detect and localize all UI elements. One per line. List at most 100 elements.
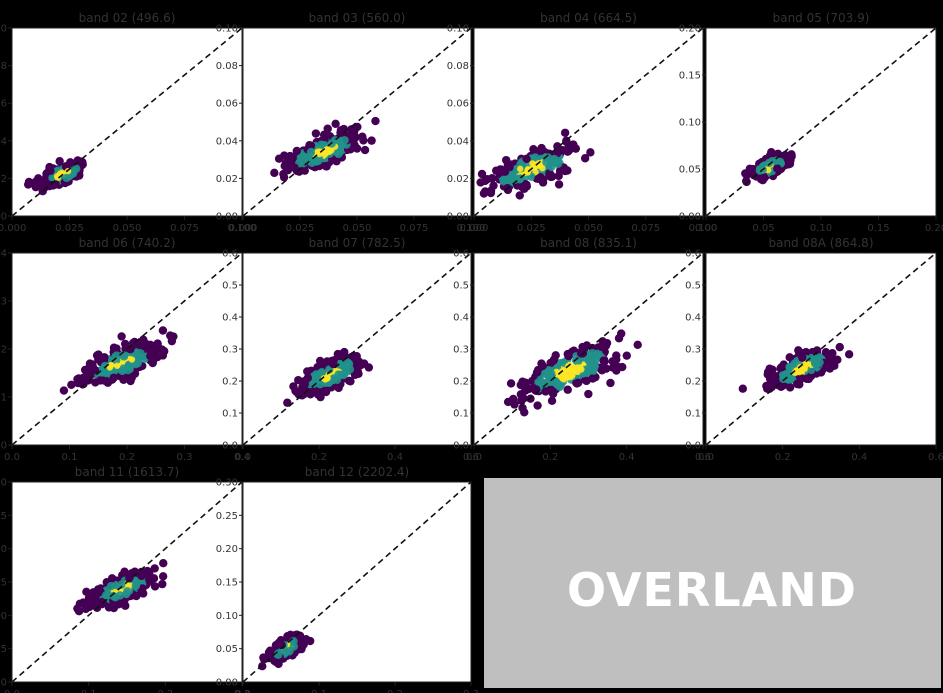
y-tick-label: 0.3	[453, 345, 469, 356]
scatter-point	[764, 158, 774, 168]
x-tick-label: 0.15	[867, 223, 889, 234]
x-tick-label: 0.0	[4, 689, 20, 693]
y-tick-label: 0.08	[0, 61, 7, 72]
x-tick-label: 0.100	[228, 223, 257, 234]
scatter-point	[593, 349, 602, 358]
scatter-point	[30, 179, 39, 188]
scatter-point	[772, 156, 781, 165]
scatter-point	[51, 180, 60, 189]
panel-title: band 04 (664.5)	[540, 11, 637, 25]
scatter-point	[280, 151, 289, 160]
scatter-point	[612, 364, 621, 374]
y-tick-label: 0.0	[453, 441, 469, 452]
scatter-point	[125, 573, 134, 583]
scatter-point	[306, 147, 316, 157]
panel-title: band 06 (740.2)	[79, 236, 176, 250]
scatter-point	[323, 124, 332, 133]
x-tick-label: 0.1	[81, 689, 97, 693]
scatter-points	[283, 347, 374, 407]
x-tick-label: 0.0	[698, 452, 714, 463]
scatter-point	[120, 339, 130, 349]
scatter-point	[517, 165, 524, 173]
scatter-point	[580, 154, 590, 163]
y-tick-label: 0.5	[685, 281, 701, 292]
y-tick-label: 0.5	[453, 281, 469, 292]
overland-banner: OVERLAND	[484, 478, 941, 688]
y-tick-label: 0.2	[222, 377, 238, 388]
scatter-point	[572, 379, 582, 388]
panel-title: band 03 (560.0)	[309, 11, 406, 25]
panel-2: 0.000 0.025 0.050 0.075 0.1000.000.020.040.0…	[216, 11, 486, 234]
y-tick-label: 0.0	[222, 441, 238, 452]
scatter-point	[106, 582, 116, 591]
scatter-points	[24, 156, 87, 196]
scatter-point	[578, 366, 585, 373]
scatter-point	[802, 374, 811, 383]
scatter-point	[148, 356, 158, 366]
scatter-point	[777, 363, 786, 372]
scatter-point	[807, 365, 816, 375]
y-tick-label: 0.04	[216, 136, 238, 147]
x-tick-label: 0.6	[695, 452, 711, 463]
y-tick-label: 0.02	[0, 174, 7, 185]
x-tick-label: 0.4	[851, 452, 867, 463]
scatter-point	[526, 394, 535, 403]
y-tick-label: 0.04	[0, 136, 7, 147]
scatter-point	[844, 350, 854, 359]
scatter-point	[599, 356, 608, 365]
scatter-point	[81, 604, 91, 614]
scatter-point	[588, 374, 597, 383]
x-tick-label: 0.2	[775, 452, 791, 463]
panel-title: band 08 (835.1)	[540, 236, 637, 250]
x-tick-label: 0.3	[463, 689, 479, 693]
panel-title: band 05 (703.9)	[773, 11, 870, 25]
scatter-point	[794, 346, 803, 355]
panel-title: band 08A (864.8)	[768, 236, 873, 250]
x-tick-label: 0.000	[0, 223, 26, 234]
x-tick-label: 0.000	[460, 223, 489, 234]
x-tick-label: 0.100	[689, 223, 718, 234]
y-tick-label: 0.4	[222, 313, 238, 324]
panel-title: band 07 (782.5)	[309, 236, 406, 250]
scatter-point	[741, 169, 750, 178]
scatter-point	[584, 389, 593, 399]
scatter-point	[522, 154, 531, 164]
scatter-point	[786, 153, 796, 162]
y-tick-label: 0.10	[0, 611, 7, 622]
scatter-point	[101, 590, 111, 600]
scatter-point	[500, 167, 510, 176]
scatter-point	[283, 631, 292, 641]
scatter-point	[158, 572, 168, 581]
scatter-point	[317, 140, 326, 149]
panel-9: 0.00.10.20.30.000.050.100.150.200.250.30…	[0, 465, 250, 693]
x-tick-label: 0.025	[286, 223, 315, 234]
scatter-point	[767, 148, 776, 157]
x-tick-label: 0.2	[387, 689, 403, 693]
scatter-point	[568, 372, 575, 380]
scatter-point	[597, 366, 607, 375]
y-tick-label: 0.00	[216, 212, 238, 223]
scatter-point	[112, 344, 121, 353]
scatter-point	[510, 400, 519, 409]
scatter-point	[74, 607, 84, 616]
scatter-point	[533, 401, 542, 410]
x-tick-label: 0.2	[119, 452, 135, 463]
y-tick-label: 0.06	[216, 99, 238, 110]
y-tick-label: 0.25	[216, 511, 238, 522]
scatter-point	[292, 146, 302, 156]
scatter-point	[99, 376, 109, 385]
scatter-point	[741, 176, 751, 186]
y-tick-label: 0.02	[447, 174, 469, 185]
scatter-point	[633, 340, 642, 350]
y-tick-label: 0.6	[222, 249, 238, 260]
scatter-point	[283, 398, 292, 407]
x-tick-label: 0.2	[311, 452, 327, 463]
scatter-points	[59, 326, 178, 395]
scatter-point	[158, 326, 168, 335]
scatter-point	[564, 351, 573, 361]
y-tick-label: 0.4	[0, 249, 7, 260]
y-tick-label: 0.20	[216, 544, 238, 555]
scatter-point	[271, 640, 281, 650]
scatter-point	[542, 158, 551, 167]
